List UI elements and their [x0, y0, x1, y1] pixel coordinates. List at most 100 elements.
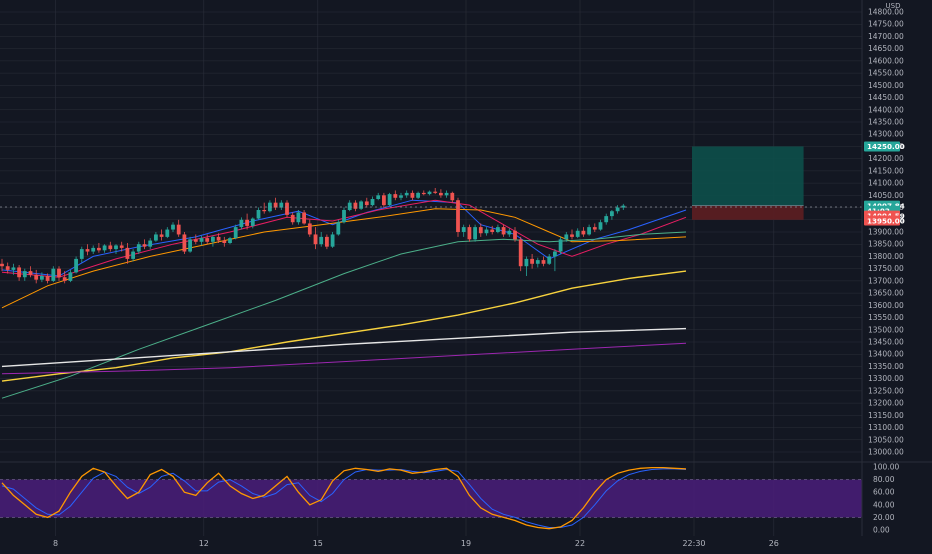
price-axis[interactable]: USD 14800.00 14750.00 14700.00 14650.00 1460…	[868, 2, 904, 457]
candle[interactable]	[342, 207, 346, 224]
candle[interactable]	[393, 190, 398, 201]
candle[interactable]	[376, 192, 381, 201]
candle[interactable]	[228, 236, 232, 245]
candle[interactable]	[290, 212, 295, 225]
candle[interactable]	[245, 213, 249, 230]
candle[interactable]	[478, 223, 483, 237]
candle[interactable]	[547, 254, 552, 265]
long-position-tool[interactable]	[692, 146, 804, 220]
candle[interactable]	[5, 262, 10, 274]
candle[interactable]	[108, 241, 113, 252]
candle[interactable]	[524, 256, 529, 276]
candle[interactable]	[40, 272, 44, 283]
candle[interactable]	[421, 190, 426, 196]
candle[interactable]	[17, 265, 21, 281]
candle[interactable]	[592, 223, 597, 232]
candle[interactable]	[484, 227, 489, 236]
candle[interactable]	[615, 205, 620, 214]
candle[interactable]	[165, 227, 170, 239]
candle[interactable]	[233, 224, 238, 240]
candle[interactable]	[416, 191, 420, 199]
candle[interactable]	[461, 224, 466, 237]
candle[interactable]	[114, 244, 118, 254]
candle[interactable]	[564, 232, 569, 242]
candle[interactable]	[336, 219, 341, 236]
candle[interactable]	[319, 232, 324, 247]
position-loss-zone[interactable]	[692, 205, 804, 220]
candle[interactable]	[302, 210, 306, 225]
candle[interactable]	[125, 243, 130, 264]
candle[interactable]	[364, 197, 369, 208]
candle[interactable]	[399, 192, 403, 201]
candle[interactable]	[268, 200, 272, 213]
candle[interactable]	[91, 245, 96, 254]
time-axis[interactable]: 8 12 15 19 22 22:30 26	[53, 539, 779, 548]
candle[interactable]	[330, 232, 335, 248]
candle[interactable]	[604, 213, 609, 225]
candle[interactable]	[307, 219, 312, 237]
candle[interactable]	[450, 191, 455, 203]
candle[interactable]	[467, 224, 472, 242]
candle[interactable]	[256, 207, 261, 220]
candle[interactable]	[211, 235, 215, 247]
candle[interactable]	[193, 234, 198, 245]
candle[interactable]	[387, 192, 392, 207]
candle[interactable]	[404, 190, 409, 198]
candle[interactable]	[433, 188, 438, 195]
candle[interactable]	[154, 232, 158, 242]
stochastic-pane[interactable]	[0, 466, 862, 530]
candle[interactable]	[313, 227, 318, 250]
candle[interactable]	[530, 254, 534, 269]
candle[interactable]	[97, 243, 101, 253]
candle[interactable]	[102, 244, 107, 253]
candle[interactable]	[541, 256, 546, 267]
candle[interactable]	[587, 224, 591, 236]
candle[interactable]	[182, 232, 187, 254]
candle[interactable]	[222, 236, 227, 247]
candle[interactable]	[353, 200, 358, 212]
candle[interactable]	[518, 236, 523, 272]
candle[interactable]	[382, 192, 386, 208]
candle[interactable]	[199, 235, 204, 246]
candle[interactable]	[610, 210, 614, 220]
candle[interactable]	[575, 228, 580, 239]
candle[interactable]	[439, 189, 443, 198]
candle[interactable]	[410, 190, 415, 201]
candle[interactable]	[205, 234, 210, 245]
candle[interactable]	[279, 200, 284, 210]
candle[interactable]	[513, 227, 517, 242]
candle[interactable]	[262, 202, 267, 214]
candle[interactable]	[85, 244, 90, 256]
candle[interactable]	[496, 224, 500, 234]
candle[interactable]	[325, 234, 329, 250]
candle[interactable]	[119, 241, 124, 252]
candle[interactable]	[148, 238, 153, 250]
candle[interactable]	[553, 249, 557, 272]
candle[interactable]	[136, 241, 141, 254]
candle[interactable]	[570, 229, 574, 240]
candle[interactable]	[159, 229, 164, 241]
candle[interactable]	[176, 219, 181, 237]
candle[interactable]	[142, 239, 147, 250]
candle[interactable]	[598, 219, 603, 231]
candle[interactable]	[347, 200, 352, 212]
candle[interactable]	[239, 217, 244, 230]
candle[interactable]	[51, 266, 56, 283]
candle[interactable]	[581, 227, 586, 237]
candle[interactable]	[57, 266, 61, 281]
candle[interactable]	[68, 269, 73, 283]
candle[interactable]	[0, 258, 4, 272]
candle[interactable]	[558, 236, 563, 254]
candle[interactable]	[444, 190, 449, 198]
candle[interactable]	[45, 273, 50, 284]
candle[interactable]	[188, 236, 192, 253]
candle[interactable]	[11, 263, 16, 275]
position-profit-zone[interactable]	[692, 146, 804, 206]
candle[interactable]	[273, 197, 278, 210]
candle[interactable]	[427, 190, 432, 196]
candle[interactable]	[79, 246, 84, 263]
candle[interactable]	[535, 257, 540, 268]
candle[interactable]	[490, 225, 495, 235]
